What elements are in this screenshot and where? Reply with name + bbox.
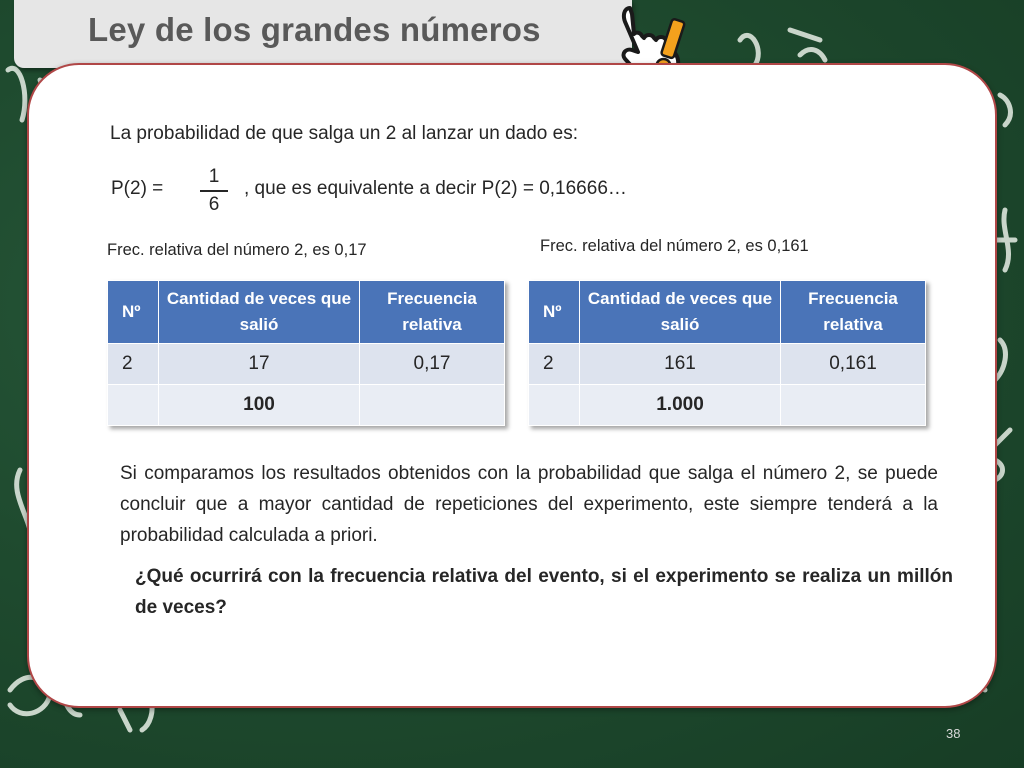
cell-count: 161 — [579, 343, 781, 385]
cell-relative-frequency: 0,17 — [359, 343, 505, 385]
header-count: Cantidad de veces que salió — [579, 280, 781, 344]
cell-number: 2 — [528, 343, 580, 385]
table-row: 1.000 — [528, 384, 926, 426]
page-number: 38 — [946, 726, 961, 741]
header-number: Nº — [528, 280, 580, 344]
fraction-numerator: 1 — [208, 166, 220, 187]
probability-label: P(2) = — [111, 178, 164, 199]
cell-total: 100 — [158, 384, 360, 426]
header-relative-frequency: Frecuencia relativa — [359, 280, 505, 344]
slide-title: Ley de los grandes números — [88, 11, 541, 48]
equivalence-text: , que es equivalente a decir P(2) = 0,16… — [244, 178, 627, 199]
table-row: 2 17 0,17 — [107, 343, 505, 385]
header-relative-frequency: Frecuencia relativa — [780, 280, 926, 344]
table-left-caption: Frec. relativa del número 2, es 0,17 — [107, 241, 367, 259]
table-right-caption: Frec. relativa del número 2, es 0,161 — [540, 237, 809, 255]
probability-fraction: 1 6 — [200, 166, 228, 216]
intro-text: La probabilidad de que salga un 2 al lan… — [110, 123, 578, 144]
frequency-table-100: Nº Cantidad de veces que salió Frecuenci… — [107, 280, 505, 426]
fraction-bar — [200, 190, 228, 192]
frequency-table-1000: Nº Cantidad de veces que salió Frecuenci… — [528, 280, 926, 426]
table-row: 2 161 0,161 — [528, 343, 926, 385]
table-header-row: Nº Cantidad de veces que salió Frecuenci… — [107, 280, 505, 344]
cell-total: 1.000 — [579, 384, 781, 426]
table-header-row: Nº Cantidad de veces que salió Frecuenci… — [528, 280, 926, 344]
title-banner: Ley de los grandes números — [14, 0, 632, 68]
header-number: Nº — [107, 280, 159, 344]
table-row: 100 — [107, 384, 505, 426]
conclusion-paragraph: Si comparamos los resultados obtenidos c… — [120, 463, 938, 546]
cell-relative-frequency — [780, 384, 926, 426]
fraction-denominator: 6 — [208, 193, 220, 215]
cell-number: 2 — [107, 343, 159, 385]
cell-relative-frequency: 0,161 — [780, 343, 926, 385]
cell-count: 17 — [158, 343, 360, 385]
cell-number — [528, 384, 580, 426]
cell-relative-frequency — [359, 384, 505, 426]
cell-number — [107, 384, 159, 426]
question-paragraph: ¿Qué ocurrirá con la frecuencia relativa… — [135, 566, 953, 618]
header-count: Cantidad de veces que salió — [158, 280, 360, 344]
